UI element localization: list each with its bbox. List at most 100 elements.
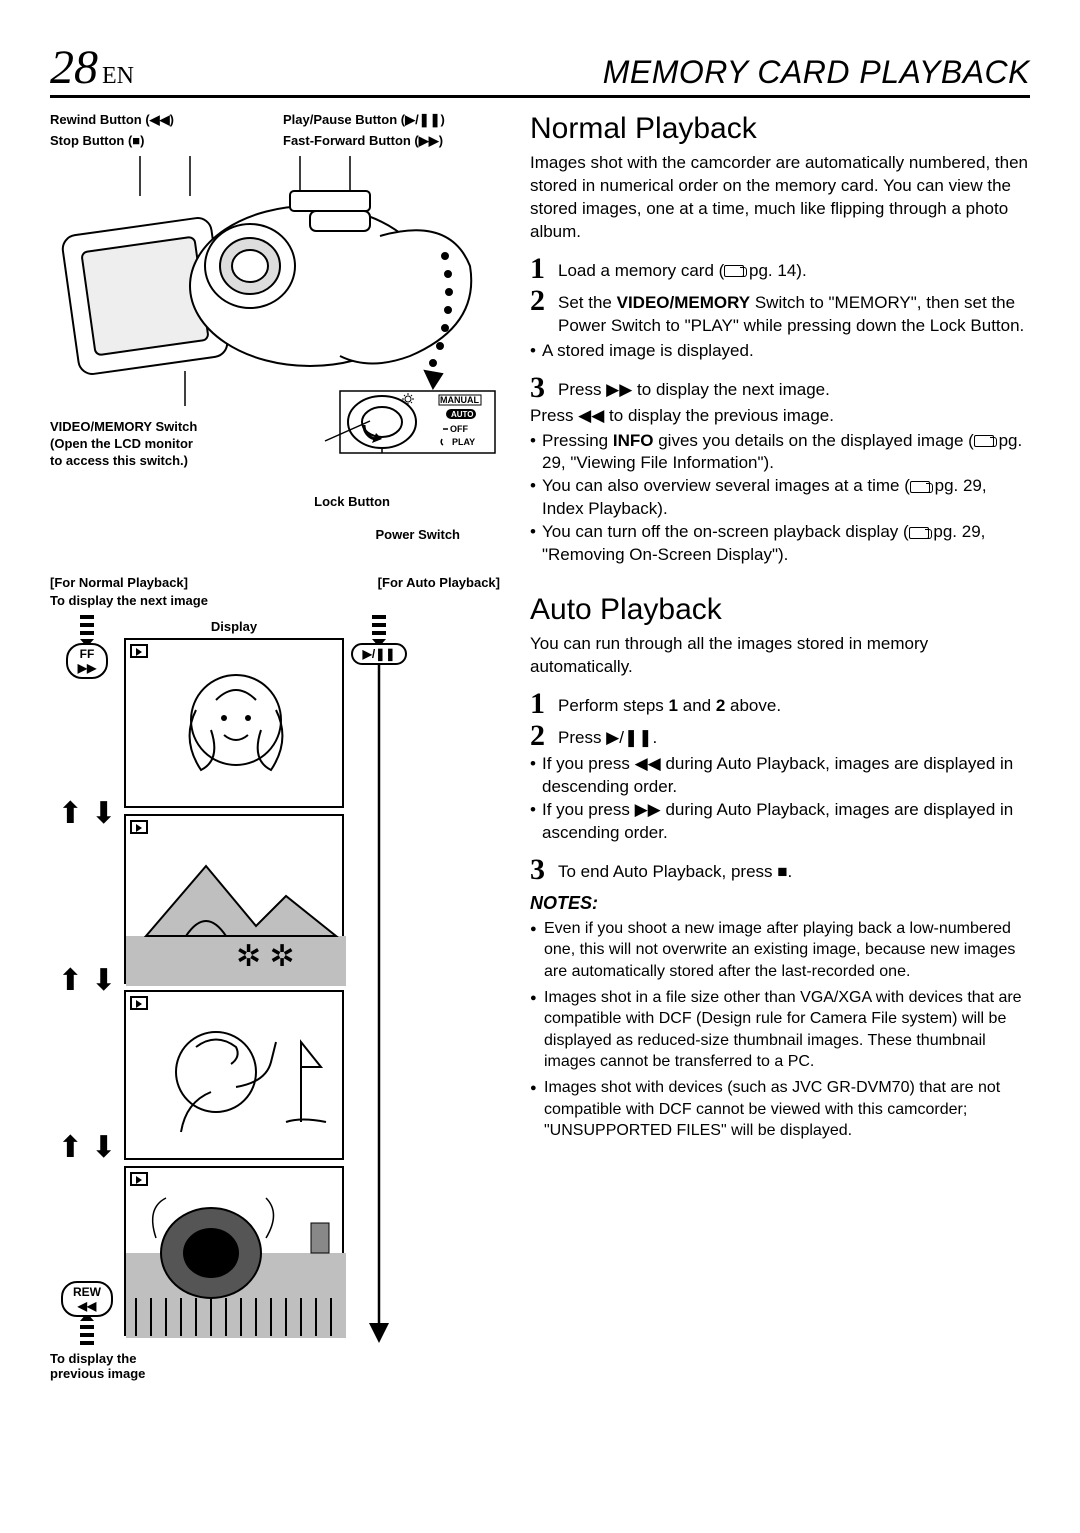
as1a: Perform steps xyxy=(558,696,669,715)
camcorder-top-labels2: Stop Button (■) Fast-Forward Button (▶▶) xyxy=(50,133,500,150)
dial-play-text: PLAY xyxy=(452,437,475,447)
ff-badge-text: FF xyxy=(80,647,95,661)
page-ref-icon xyxy=(724,265,744,277)
frame-2: ✲ ✲ xyxy=(124,814,344,984)
normal-playback-subhead: [For Normal Playback] To display the nex… xyxy=(50,574,208,609)
s2a: Set the xyxy=(558,293,617,312)
frame-1 xyxy=(124,638,344,808)
list-item: You can also overview several images at … xyxy=(530,475,1030,521)
step-num: 1 xyxy=(530,689,552,719)
page-title: MEMORY CARD PLAYBACK xyxy=(603,54,1030,91)
prev-image-label: To display the previous image xyxy=(50,1351,500,1381)
np-l1: [For Normal Playback] xyxy=(50,575,188,590)
updown-arrows-2: ⬆ ⬇ xyxy=(58,963,117,998)
rew-badge: REW◀◀ xyxy=(61,1281,113,1317)
auto-step-1: 1 Perform steps 1 and 2 above. xyxy=(530,689,1030,719)
ff-badge: FF▶▶ xyxy=(66,643,108,679)
b2a: You can turn off the on-screen playback … xyxy=(542,522,909,541)
play-indicator-icon xyxy=(130,996,148,1010)
b0bold: INFO xyxy=(613,431,654,450)
right-column: Normal Playback Images shot with the cam… xyxy=(530,112,1030,1381)
dial-manual-text: MANUAL xyxy=(440,395,479,405)
b1a: You can also overview several images at … xyxy=(542,476,910,495)
normal-playback-title: Normal Playback xyxy=(530,112,1030,146)
step-text: Set the VIDEO/MEMORY Switch to "MEMORY",… xyxy=(558,286,1030,338)
normal-step3-bullets: Pressing INFO gives you details on the d… xyxy=(530,430,1030,568)
display-label: Display xyxy=(211,619,257,634)
s3l1: Press ▶▶ to display the next image. xyxy=(558,380,830,399)
normal-intro: Images shot with the camcorder are autom… xyxy=(530,152,1030,244)
auto-intro: You can run through all the images store… xyxy=(530,633,1030,679)
filmstrip-area: FF▶▶ ⬆ ⬇ ⬆ ⬇ ⬆ ⬇ REW◀◀ Display xyxy=(50,615,500,1345)
auto-playback-subhead: [For Auto Playback] xyxy=(378,574,500,609)
s1b: pg. 14). xyxy=(744,261,806,280)
film-edge-icon xyxy=(80,615,94,643)
rewind-label: Rewind Button (◀◀) xyxy=(50,112,267,129)
step-num: 2 xyxy=(530,721,552,751)
lock-label: Lock Button xyxy=(314,494,390,511)
left-column: Rewind Button (◀◀) Play/Pause Button (▶/… xyxy=(50,112,500,1381)
s1a: Load a memory card ( xyxy=(558,261,724,280)
as1b2: 2 xyxy=(716,696,725,715)
normal-step-2: 2 Set the VIDEO/MEMORY Switch to "MEMORY… xyxy=(530,286,1030,338)
left-arrows-col: FF▶▶ ⬆ ⬇ ⬆ ⬇ ⬆ ⬇ REW◀◀ xyxy=(50,615,124,1345)
vm-switch-label: VIDEO/MEMORY Switch (Open the LCD monito… xyxy=(50,419,260,470)
updown-arrows-3: ⬆ ⬇ xyxy=(58,1130,117,1165)
page-lang: EN xyxy=(102,63,134,89)
dial-auto-text: AUTO xyxy=(451,410,474,419)
b0a: Pressing xyxy=(542,431,613,450)
vm-l1: VIDEO/MEMORY Switch xyxy=(50,419,197,434)
frames-col: Display ✲ ✲ xyxy=(124,615,344,1345)
dial-off-text: OFF xyxy=(450,424,468,434)
notes-title: NOTES: xyxy=(530,893,1030,914)
updown-arrows-1: ⬆ ⬇ xyxy=(58,796,117,831)
sub-headers: [For Normal Playback] To display the nex… xyxy=(50,574,500,609)
play-indicator-icon xyxy=(130,644,148,658)
page-number: 28EN xyxy=(50,40,134,95)
ff-label: Fast-Forward Button (▶▶) xyxy=(283,133,500,150)
step-text: To end Auto Playback, press ■. xyxy=(558,855,792,884)
lock-power-labels: Lock Button Power Switch xyxy=(50,493,500,544)
long-down-arrow-icon xyxy=(369,665,389,1345)
step-num: 1 xyxy=(530,254,552,284)
frame-4 xyxy=(124,1166,344,1336)
step-text: Press ▶/❚❚. xyxy=(558,721,657,750)
film-edge-icon xyxy=(80,1317,94,1345)
as1b1: 1 xyxy=(669,696,678,715)
pil1: To display the xyxy=(50,1351,136,1366)
step-num: 3 xyxy=(530,373,552,403)
page-ref-icon xyxy=(974,435,994,447)
vm-l3: to access this switch.) xyxy=(50,453,188,468)
b0b: gives you details on the displayed image… xyxy=(653,431,973,450)
page-number-value: 28 xyxy=(50,41,98,94)
list-item: If you press ▶▶ during Auto Playback, im… xyxy=(530,799,1030,845)
list-item: Images shot in a file size other than VG… xyxy=(530,987,1030,1073)
as1m: and xyxy=(678,696,716,715)
auto-arrow-col: ▶/❚❚ xyxy=(344,615,414,1345)
playpause-badge: ▶/❚❚ xyxy=(351,643,408,665)
auto-step-3: 3 To end Auto Playback, press ■. xyxy=(530,855,1030,885)
step-num: 3 xyxy=(530,855,552,885)
notes-list: Even if you shoot a new image after play… xyxy=(530,918,1030,1142)
svg-text:✲ ✲: ✲ ✲ xyxy=(236,940,295,973)
s2bold: VIDEO/MEMORY xyxy=(617,293,751,312)
list-item: You can turn off the on-screen playback … xyxy=(530,521,1030,567)
list-item: If you press ◀◀ during Auto Playback, im… xyxy=(530,753,1030,799)
step-num: 2 xyxy=(530,286,552,316)
power-label: Power Switch xyxy=(50,527,460,544)
step-text: Perform steps 1 and 2 above. xyxy=(558,689,781,718)
normal-step2-bullets: A stored image is displayed. xyxy=(530,340,1030,363)
film-edge-icon xyxy=(372,615,386,643)
step-text: Press ▶▶ to display the next image. xyxy=(558,373,830,402)
auto-playback-title: Auto Playback xyxy=(530,593,1030,627)
camcorder-top-labels: Rewind Button (◀◀) Play/Pause Button (▶/… xyxy=(50,112,500,129)
normal-step-1: 1 Load a memory card ( pg. 14). xyxy=(530,254,1030,284)
list-item: Images shot with devices (such as JVC GR… xyxy=(530,1077,1030,1142)
play-indicator-icon xyxy=(130,820,148,834)
rew-badge-text: REW xyxy=(73,1285,101,1299)
auto-step2-bullets: If you press ◀◀ during Auto Playback, im… xyxy=(530,753,1030,845)
play-indicator-icon xyxy=(130,1172,148,1186)
page-ref-icon xyxy=(909,527,929,539)
camcorder-illustration: MANUAL AUTO OFF PLAY xyxy=(50,156,500,461)
list-item: Pressing INFO gives you details on the d… xyxy=(530,430,1030,476)
